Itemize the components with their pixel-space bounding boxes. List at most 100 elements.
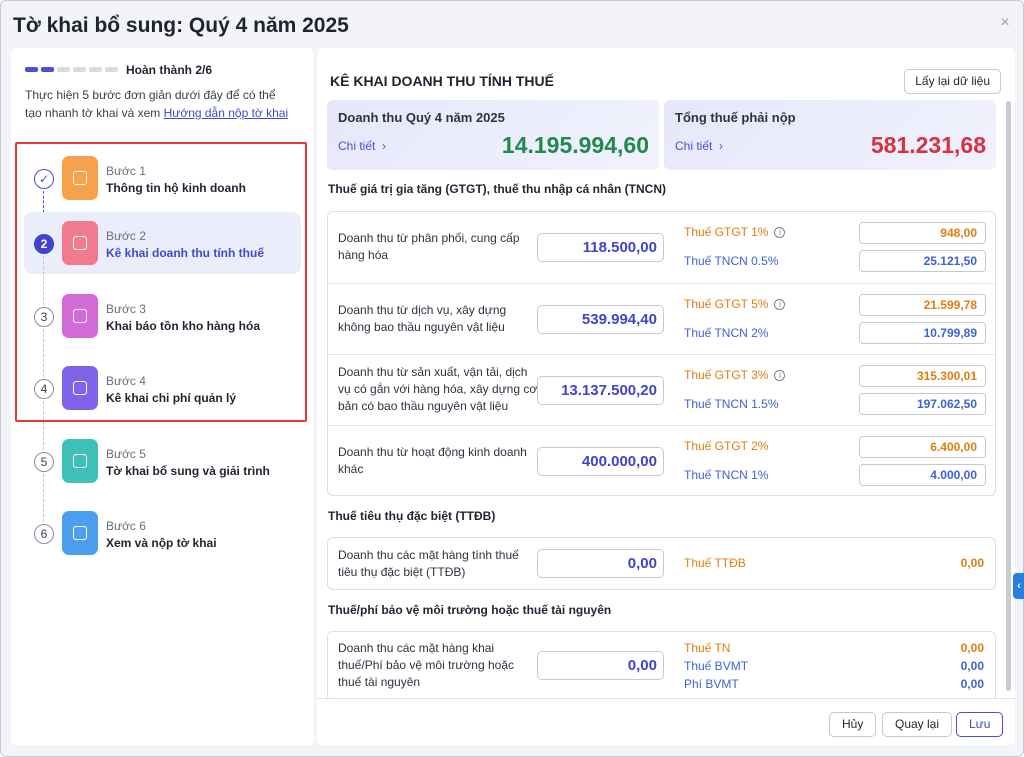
- env-desc: Doanh thu các mặt hàng khai thuế/Phí bảo…: [338, 641, 515, 689]
- gtgt-value-input[interactable]: 315.300,01: [859, 365, 986, 387]
- ttdb-tax-value: 0,00: [960, 556, 984, 570]
- gtgt-label: Thuế GTGT 2%: [684, 439, 769, 453]
- step-item-3[interactable]: 3 Bước 3 Khai báo tồn kho hàng hóa: [24, 285, 301, 347]
- tncn-label: Thuế TNCN 1%: [684, 468, 769, 482]
- tncn-value-input[interactable]: 10.799,89: [859, 322, 986, 344]
- env-tax-label: Thuế TN: [684, 641, 731, 655]
- revenue-desc: Doanh thu từ phân phối, cung cấp hàng hó…: [338, 231, 520, 262]
- footer-bar: Hủy Quay lại Lưu: [317, 698, 1015, 745]
- reload-data-button[interactable]: Lấy lại dữ liệu: [904, 69, 1001, 94]
- progress-segment: [57, 67, 70, 72]
- save-button[interactable]: Lưu: [956, 712, 1004, 737]
- revenue-desc: Doanh thu từ hoạt động kinh doanh khác: [338, 445, 527, 476]
- guide-link[interactable]: Hướng dẫn nộp tờ khai: [163, 106, 289, 120]
- step-label: Bước 1: [106, 164, 146, 178]
- step-item-2[interactable]: 2 Bước 2 Kê khai doanh thu tính thuế: [24, 212, 301, 274]
- env-group: Doanh thu các mặt hàng khai thuế/Phí bảo…: [327, 631, 996, 701]
- gtgt-value-input[interactable]: 21.599,78: [859, 294, 986, 316]
- side-panel-toggle[interactable]: ‹: [1013, 573, 1024, 599]
- step-title: Tờ khai bổ sung và giải trình: [106, 464, 270, 478]
- back-button[interactable]: Quay lại: [882, 712, 953, 737]
- gtgt-group-title: Thuế giá trị gia tăng (GTGT), thuế thu n…: [328, 182, 666, 196]
- tncn-label: Thuế TNCN 2%: [684, 326, 769, 340]
- step-label: Bước 4: [106, 374, 146, 388]
- revenue-summary-label: Doanh thu Quý 4 năm 2025: [338, 110, 505, 125]
- section-title: KÊ KHAI DOANH THU TÍNH THUẾ: [330, 73, 554, 89]
- close-icon[interactable]: ×: [1000, 14, 1010, 31]
- gtgt-label: Thuế GTGT 5% i: [684, 297, 786, 311]
- tax-summary-value: 581.231,68: [870, 132, 986, 158]
- step-title: Thông tin hộ kinh doanh: [106, 181, 246, 195]
- ttdb-amount-input[interactable]: 0,00: [537, 549, 664, 578]
- step-number: 3: [34, 307, 54, 327]
- revenue-row: Doanh thu từ dịch vụ, xây dựng không bao…: [328, 283, 995, 354]
- step-title: Kê khai chi phí quản lý: [106, 391, 237, 405]
- scrollbar[interactable]: [1006, 101, 1011, 691]
- revenue-row: Doanh thu từ hoạt động kinh doanh khác 40…: [328, 425, 995, 496]
- ttdb-group: Doanh thu các mặt hàng tính thuế tiêu th…: [327, 537, 996, 590]
- gtgt-value-input[interactable]: 948,00: [859, 222, 986, 244]
- step-connector: [43, 401, 44, 450]
- step-title: Khai báo tồn kho hàng hóa: [106, 319, 260, 333]
- progress-segment: [105, 67, 118, 72]
- ttdb-row: Doanh thu các mặt hàng tính thuế tiêu th…: [328, 538, 995, 591]
- env-tax-value: 0,00: [960, 641, 984, 655]
- step-label: Bước 6: [106, 519, 146, 533]
- cancel-button[interactable]: Hủy: [829, 712, 877, 737]
- tncn-value-input[interactable]: 4.000,00: [859, 464, 986, 486]
- revenue-row: Doanh thu từ sản xuất, vận tải, dịch vụ …: [328, 354, 995, 425]
- tncn-label: Thuế TNCN 1.5%: [684, 397, 779, 411]
- info-icon[interactable]: i: [774, 227, 786, 238]
- step-item-5[interactable]: 5 Bước 5 Tờ khai bổ sung và giải trình: [24, 430, 301, 492]
- chevron-right-icon: ›: [378, 139, 387, 153]
- info-icon[interactable]: i: [774, 299, 786, 310]
- warehouse-icon: [62, 294, 98, 338]
- revenue-row: Doanh thu từ phân phối, cung cấp hàng hó…: [328, 212, 995, 283]
- env-tax-label: Thuế BVMT: [684, 659, 749, 673]
- store-icon: [62, 156, 98, 200]
- intro-text: Thực hiện 5 bước đơn giản dưới đây để có…: [25, 86, 295, 122]
- step-title: Kê khai doanh thu tính thuế: [106, 246, 264, 260]
- step-number: 4: [34, 379, 54, 399]
- tncn-value-input[interactable]: 197.062,50: [859, 393, 986, 415]
- revenue-amount-input[interactable]: 13.137.500,20: [537, 376, 664, 405]
- tax-summary-card: Tổng thuế phải nộp Chi tiết › 581.231,68: [664, 100, 996, 170]
- modal-title: Tờ khai bổ sung: Quý 4 năm 2025: [13, 14, 349, 37]
- step-label: Bước 5: [106, 447, 146, 461]
- revenue-detail-link[interactable]: Chi tiết ›: [338, 139, 387, 153]
- ttdb-group-title: Thuế tiêu thụ đặc biệt (TTĐB): [328, 509, 496, 523]
- revenue-amount-input[interactable]: 539.994,40: [537, 305, 664, 334]
- progress-segment: [25, 67, 38, 72]
- step-item-4[interactable]: 4 Bước 4 Kê khai chi phí quản lý: [24, 357, 301, 419]
- step-number: 6: [34, 524, 54, 544]
- revenue-amount-input[interactable]: 118.500,00: [537, 233, 664, 262]
- tncn-label: Thuế TNCN 0.5%: [684, 254, 779, 268]
- env-tax-label: Phí BVMT: [684, 677, 739, 691]
- progress-segment: [73, 67, 86, 72]
- step-connector: [43, 474, 44, 522]
- env-amount-input[interactable]: 0,00: [537, 651, 664, 680]
- revenue-summary-card: Doanh thu Quý 4 năm 2025 Chi tiết › 14.1…: [327, 100, 659, 170]
- ttdb-desc: Doanh thu các mặt hàng tính thuế tiêu th…: [338, 548, 519, 579]
- env-tax-value: 0,00: [960, 659, 984, 673]
- gtgt-value-input[interactable]: 6.400,00: [859, 436, 986, 458]
- step-item-6[interactable]: 6 Bước 6 Xem và nộp tờ khai: [24, 502, 301, 564]
- submit-doc-icon: [62, 511, 98, 555]
- gtgt-label: Thuế GTGT 1% i: [684, 225, 786, 239]
- step-item-1[interactable]: ✓ Bước 1 Thông tin hộ kinh doanh: [24, 147, 301, 209]
- info-icon[interactable]: i: [774, 370, 786, 381]
- revenue-summary-value: 14.195.994,60: [501, 132, 649, 158]
- step-connector: [43, 329, 44, 377]
- tax-summary-label: Tổng thuế phải nộp: [675, 110, 796, 125]
- gtgt-label: Thuế GTGT 3% i: [684, 368, 786, 382]
- step-label: Bước 3: [106, 302, 146, 316]
- revenue-amount-input[interactable]: 400.000,00: [537, 447, 664, 476]
- progress-label: Hoàn thành 2/6: [126, 63, 213, 77]
- tax-detail-link[interactable]: Chi tiết ›: [675, 139, 724, 153]
- step-connector: [43, 191, 44, 232]
- step-title: Xem và nộp tờ khai: [106, 536, 217, 550]
- download-doc-icon: [62, 439, 98, 483]
- revenue-desc: Doanh thu từ sản xuất, vận tải, dịch vụ …: [338, 365, 538, 413]
- tncn-value-input[interactable]: 25.121,50: [859, 250, 986, 272]
